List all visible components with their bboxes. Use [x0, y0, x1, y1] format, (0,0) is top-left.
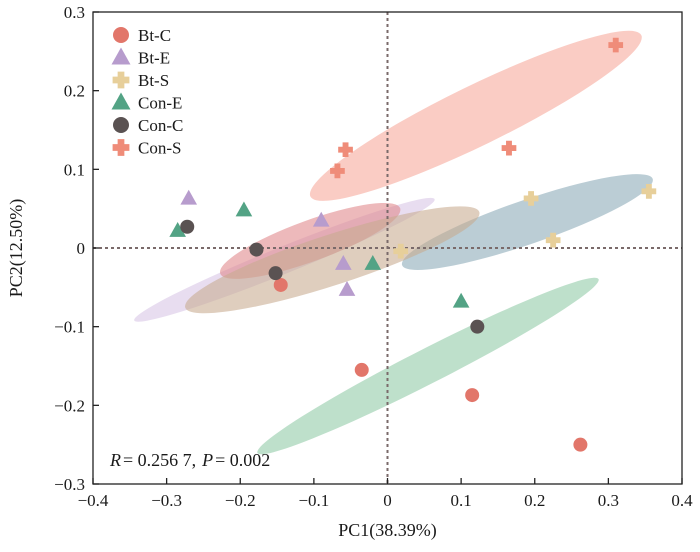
point-con-s-2 [338, 142, 353, 158]
axes: −0.4 −0.3 −0.2 −0.1 0 0.1 0.2 0.3 0.4−0.3−0.2−0.… [54, 3, 693, 510]
r-value: = 0.256 7, [123, 450, 196, 470]
y-tick-label: 0.3 [64, 3, 85, 22]
x-tick-label: −0.4 [78, 491, 109, 510]
x-tick-label: 0.2 [524, 491, 545, 510]
legend-item-bt-c: Bt-C [113, 26, 171, 45]
legend-item-con-c: Con-C [113, 116, 183, 135]
point-con-s-1 [330, 163, 345, 179]
x-tick-label: −0.2 [225, 491, 256, 510]
x-tick-label: 0.4 [671, 491, 693, 510]
legend-label: Bt-S [138, 71, 169, 90]
x-axis-title: PC1(38.39%) [338, 520, 437, 541]
legend-label: Bt-C [138, 26, 171, 45]
data-points [169, 37, 657, 452]
y-tick-label: −0.3 [54, 475, 85, 494]
ellipse-con-c [185, 206, 480, 314]
r-symbol: R [109, 450, 121, 470]
point-con-e-4 [452, 292, 470, 308]
legend-marker-bt-c [113, 27, 129, 43]
confidence-ellipses [134, 30, 653, 455]
legend-marker-bt-e [111, 47, 131, 65]
point-bt-s-1 [393, 243, 409, 259]
y-tick-label: −0.1 [54, 318, 85, 337]
ellipse-bt-s [401, 174, 653, 270]
x-tick-label: −0.3 [151, 491, 182, 510]
legend-label: Con-S [138, 139, 181, 158]
point-con-s-3 [501, 140, 517, 156]
point-bt-e-1 [180, 189, 198, 205]
legend-label: Bt-E [138, 49, 170, 68]
legend-item-con-s: Con-S [112, 139, 181, 158]
point-con-s-4 [608, 37, 624, 53]
point-bt-s-2 [523, 191, 539, 206]
ellipse-con-s [309, 30, 642, 201]
legend-item-bt-e: Bt-E [111, 47, 170, 68]
point-bt-e-4 [338, 280, 356, 296]
point-bt-e-3 [335, 254, 352, 270]
y-tick-label: 0.1 [64, 160, 85, 179]
point-bt-c-4 [573, 437, 588, 452]
legend-marker-con-s [112, 139, 130, 156]
point-con-e-3 [364, 254, 382, 270]
legend-label: Con-C [138, 116, 183, 135]
y-tick-label: −0.2 [54, 396, 85, 415]
legend-label: Con-E [138, 94, 182, 113]
legend-item-bt-s: Bt-S [112, 71, 169, 90]
point-bt-s-4 [641, 184, 657, 199]
legend: Bt-C Bt-E Bt-S Con-E Con-C Con-S [111, 26, 183, 158]
point-con-e-2 [235, 201, 253, 217]
legend-marker-con-e [111, 92, 131, 110]
point-bt-c-3 [465, 388, 480, 403]
y-axis-title: PC2(12.50%) [6, 199, 27, 298]
legend-marker-con-c [113, 117, 129, 133]
point-bt-e-2 [312, 211, 330, 227]
point-bt-c-2 [354, 362, 369, 377]
point-con-c-4 [470, 319, 485, 334]
point-con-c-3 [268, 266, 283, 281]
x-tick-label: 0 [383, 491, 392, 510]
reference-lines [93, 12, 682, 484]
x-tick-label: −0.1 [298, 491, 329, 510]
y-tick-label: 0.2 [64, 82, 85, 101]
point-con-e-1 [169, 221, 186, 237]
point-con-c-1 [180, 219, 195, 234]
point-bt-s-3 [545, 232, 561, 248]
statistic-annotation: R = 0.256 7, P = 0.002 [109, 450, 270, 470]
legend-item-con-e: Con-E [111, 92, 182, 113]
p-symbol: P [201, 450, 213, 470]
x-tick-label: 0.3 [598, 491, 619, 510]
y-tick-label: 0 [77, 239, 86, 258]
legend-marker-bt-s [112, 71, 130, 89]
ellipse-bt-c [257, 277, 599, 455]
point-con-c-2 [249, 242, 264, 257]
point-bt-c-1 [273, 277, 288, 292]
x-tick-label: 0.1 [451, 491, 472, 510]
p-value: = 0.002 [215, 450, 270, 470]
